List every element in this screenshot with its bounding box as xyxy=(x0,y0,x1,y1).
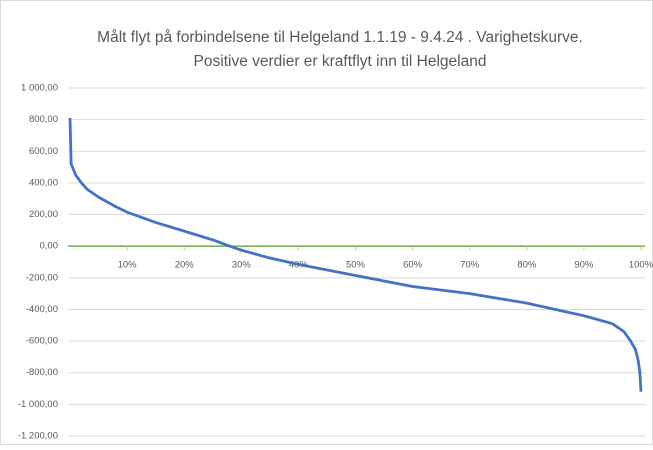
x-tick-label: 30% xyxy=(232,260,252,271)
y-tick-label: -800,00 xyxy=(26,367,58,378)
y-tick-label: -200,00 xyxy=(26,272,58,283)
y-tick-label: -1 000,00 xyxy=(18,399,58,410)
y-tick-label: 200,00 xyxy=(29,209,58,220)
x-tick-label: 70% xyxy=(460,260,480,271)
y-tick-label: 1 000,00 xyxy=(21,83,58,94)
chart-title: Positive verdier er kraftflyt inn til He… xyxy=(194,53,487,70)
x-tick-label: 50% xyxy=(346,260,366,271)
x-tick-label: 20% xyxy=(175,260,195,271)
x-tick-label: 10% xyxy=(118,260,138,271)
chart-title: Målt flyt på forbindelsene til Helgeland… xyxy=(97,29,583,46)
x-tick-label: 60% xyxy=(403,260,423,271)
y-tick-label: 800,00 xyxy=(29,114,58,125)
y-tick-label: -400,00 xyxy=(26,304,58,315)
x-tick-label: 80% xyxy=(517,260,537,271)
y-tick-label: -1 200,00 xyxy=(18,431,58,442)
y-tick-label: 400,00 xyxy=(29,177,58,188)
y-tick-label: 600,00 xyxy=(29,146,58,157)
x-tick-label: 90% xyxy=(574,260,594,271)
x-tick-label: 100% xyxy=(629,260,653,271)
y-tick-label: 0,00 xyxy=(40,241,59,252)
y-tick-label: -600,00 xyxy=(26,336,58,347)
data-line xyxy=(68,118,643,392)
